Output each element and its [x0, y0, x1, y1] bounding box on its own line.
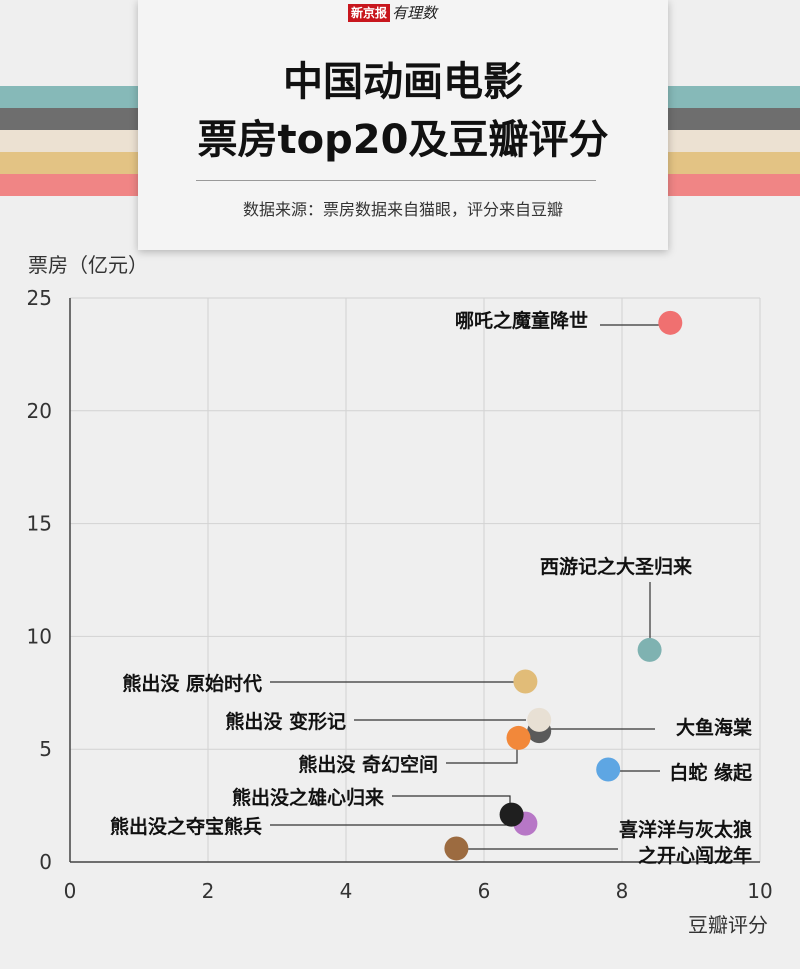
point-label: 熊出没 原始时代: [122, 672, 262, 695]
point-label-line: 熊出没 奇幻空间: [298, 753, 438, 776]
point-label-line: 熊出没 原始时代: [122, 672, 262, 695]
brand-box-text: 新京报: [348, 4, 391, 22]
x-tick-label: 6: [478, 879, 491, 903]
brand-script-text: 有理数: [392, 4, 438, 22]
leader-line: [392, 795, 511, 806]
y-tick-label: 0: [39, 850, 52, 874]
point-label: 熊出没 变形记: [225, 710, 346, 733]
data-point: [499, 802, 524, 827]
chart-grid: [70, 297, 761, 862]
chart-axes: [69, 298, 760, 863]
data-source-note: 数据来源：票房数据来自猫眼，评分来自豆瓣: [242, 200, 563, 219]
x-tick-label: 8: [616, 879, 629, 903]
y-tick-label: 5: [39, 737, 52, 761]
x-tick-label: 2: [202, 879, 215, 903]
point-label: 大鱼海棠: [676, 716, 753, 739]
leader-lines: [270, 324, 660, 850]
y-axis-label: 票房（亿元）: [28, 253, 148, 277]
point-label: 西游记之大圣归来: [540, 555, 692, 578]
y-tick-label: 25: [27, 286, 52, 310]
point-label-line: 喜洋洋与灰太狼: [619, 818, 753, 841]
x-tick-label: 0: [64, 879, 77, 903]
point-label-line: 白蛇 缘起: [669, 761, 753, 784]
data-point: [527, 707, 552, 732]
data-point: [637, 637, 662, 662]
tick-labels: 0 5 10 15 20 25 0 2 4 6 8 10: [27, 286, 773, 903]
page-title-line1: 中国动画电影: [283, 59, 523, 105]
point-label: 熊出没之雄心归来: [232, 786, 384, 809]
point-label-line: 大鱼海棠: [676, 716, 753, 739]
point-label: 哪吒之魔童降世: [455, 309, 588, 332]
y-tick-label: 15: [27, 512, 52, 536]
x-axis-label: 豆瓣评分: [688, 913, 768, 937]
brand-logo: 新京报 有理数: [348, 4, 437, 22]
point-label-line: 之开心闯龙年: [638, 844, 752, 867]
point-label: 喜洋洋与灰太狼之开心闯龙年: [619, 818, 753, 867]
point-label: 熊出没 奇幻空间: [298, 753, 438, 776]
data-point: [506, 725, 531, 750]
point-label-line: 熊出没之夺宝熊兵: [110, 815, 262, 838]
point-label: 熊出没之夺宝熊兵: [110, 815, 262, 838]
leader-line: [446, 740, 518, 764]
data-points: [444, 310, 683, 861]
y-tick-label: 20: [27, 399, 52, 423]
data-point: [444, 836, 469, 861]
data-point: [513, 669, 538, 694]
point-label-line: 哪吒之魔童降世: [455, 309, 588, 332]
point-label-line: 熊出没 变形记: [225, 710, 346, 733]
data-point: [658, 310, 683, 335]
x-tick-label: 10: [747, 879, 772, 903]
point-label-line: 熊出没之雄心归来: [232, 786, 384, 809]
x-tick-label: 4: [340, 879, 353, 903]
data-point: [596, 757, 621, 782]
y-tick-label: 10: [27, 624, 52, 648]
title-card: [138, 0, 668, 250]
point-label: 白蛇 缘起: [669, 761, 753, 784]
point-label-line: 西游记之大圣归来: [540, 555, 692, 578]
title-divider: [196, 180, 596, 181]
page-title-line2: 票房top20及豆瓣评分: [197, 117, 609, 163]
